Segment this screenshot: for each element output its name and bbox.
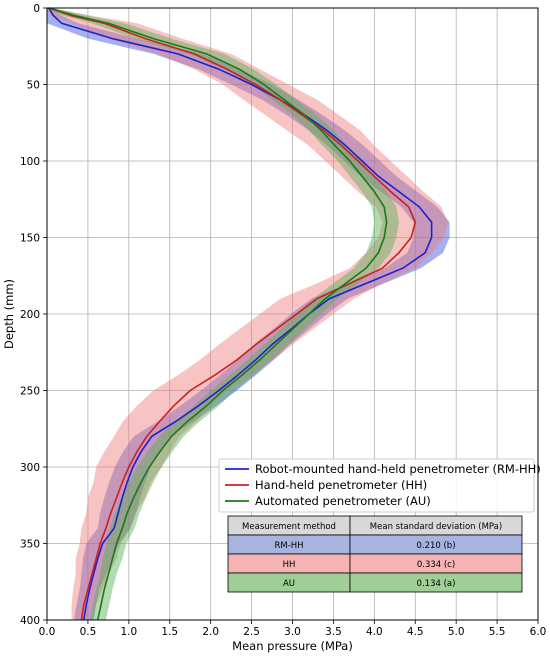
legend-label: Hand-held penetrometer (HH) <box>255 478 427 492</box>
y-tick-label: 150 <box>20 233 40 245</box>
x-tick-label: 6.0 <box>530 626 547 638</box>
y-tick-label: 200 <box>20 309 40 321</box>
y-tick-label: 0 <box>33 3 40 15</box>
legend: Robot-mounted hand-held penetrometer (RM… <box>218 458 541 513</box>
series-lines <box>47 7 433 621</box>
legend-label: Automated penetrometer (AU) <box>255 494 431 508</box>
x-tick-label: 1.5 <box>161 626 178 638</box>
table-value-label: 0.134 (a) <box>417 579 456 589</box>
table-header-label: Measurement method <box>242 522 336 532</box>
table-method-label: RM-HH <box>274 541 303 551</box>
y-tick-label: 350 <box>20 539 40 551</box>
x-tick-label: 4.0 <box>366 626 383 638</box>
std-band-2 <box>47 8 448 620</box>
x-tick-label: 5.0 <box>448 626 465 638</box>
x-axis-ticks: 0.0 0.5 1.0 1.5 2.0 2.5 3.0 3.5 4.0 4.5 5.0 5.5 6.0 <box>39 620 547 638</box>
x-tick-label: 3.5 <box>325 626 342 638</box>
table-method-label: AU <box>283 579 295 589</box>
x-tick-label: 0.0 <box>39 626 56 638</box>
table-value-label: 0.210 (b) <box>416 541 455 551</box>
x-tick-label: 2.0 <box>202 626 219 638</box>
x-tick-label: 1.0 <box>120 626 137 638</box>
table-value-label: 0.334 (c) <box>417 560 455 570</box>
y-tick-label: 300 <box>20 462 40 474</box>
x-tick-label: 0.5 <box>80 626 97 638</box>
x-tick-label: 2.5 <box>243 626 260 638</box>
y-axis-ticks: 0 50 100 150 200 250 300 350 400 <box>20 3 47 627</box>
x-tick-label: 5.5 <box>489 626 506 638</box>
series-line-2 <box>48 7 417 621</box>
y-tick-label: 50 <box>27 80 40 92</box>
x-axis-title: Mean pressure (MPa) <box>232 639 353 653</box>
x-tick-label: 3.0 <box>284 626 301 638</box>
table-method-label: HH <box>283 560 296 570</box>
y-axis-title: Depth (mm) <box>2 279 16 349</box>
series-line-3 <box>48 7 388 621</box>
legend-box <box>218 458 535 513</box>
table-header-label: Mean standard deviation (MPa) <box>370 522 502 532</box>
std-table: Measurement method Mean standard deviatio… <box>227 515 523 593</box>
y-tick-label: 100 <box>20 156 40 168</box>
x-tick-label: 4.5 <box>407 626 424 638</box>
table-cell <box>349 572 523 593</box>
y-tick-label: 400 <box>20 615 40 627</box>
y-tick-label: 250 <box>20 386 40 398</box>
legend-label: Robot-mounted hand-held penetrometer (RM… <box>255 462 541 476</box>
